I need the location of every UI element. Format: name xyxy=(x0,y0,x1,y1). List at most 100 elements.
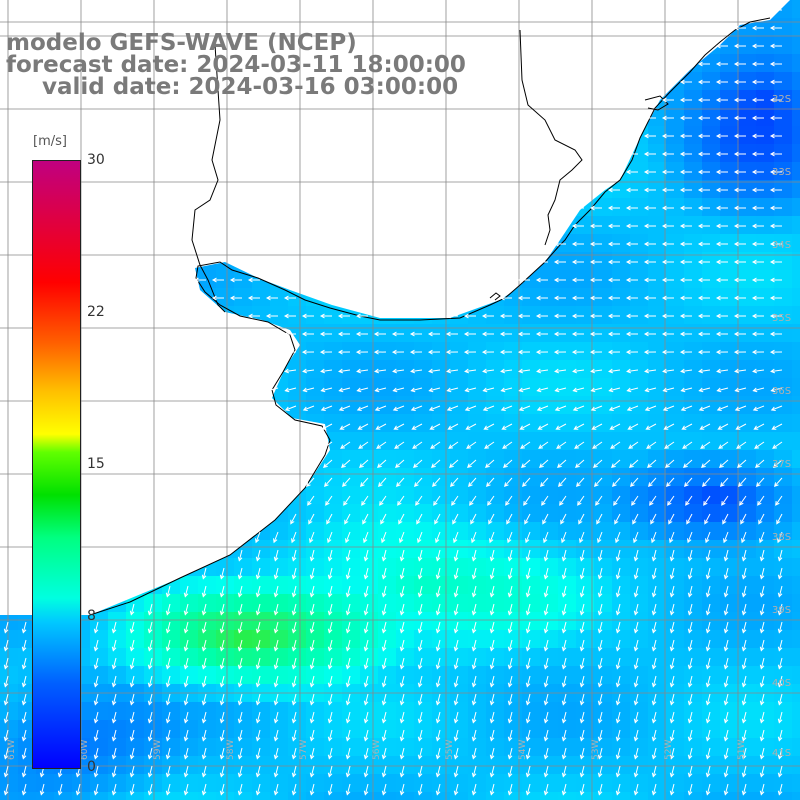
wind-arrow xyxy=(741,585,747,598)
wind-arrow xyxy=(201,675,207,688)
wind-speed-cell xyxy=(504,594,523,613)
wind-speed-cell xyxy=(558,450,577,469)
wind-arrow xyxy=(433,495,441,506)
wind-arrow xyxy=(537,423,549,430)
wind-speed-cell xyxy=(234,666,253,685)
wind-arrow xyxy=(518,387,531,393)
wind-speed-cell xyxy=(126,630,145,649)
wind-speed-cell xyxy=(450,360,469,379)
wind-arrow xyxy=(445,313,458,319)
wind-arrow xyxy=(453,549,459,562)
wind-arrow xyxy=(553,259,566,265)
wind-speed-cell xyxy=(738,396,757,415)
wind-arrow xyxy=(507,747,513,760)
wind-speed-cell xyxy=(684,756,703,775)
wind-arrow xyxy=(661,169,674,175)
wind-speed-cell xyxy=(648,306,667,325)
wind-arrow xyxy=(507,729,513,742)
wind-speed-cell xyxy=(720,378,739,397)
wind-speed-cell xyxy=(738,648,757,667)
wind-arrow xyxy=(302,405,315,411)
wind-arrow xyxy=(643,151,656,157)
wind-speed-cell xyxy=(612,576,631,595)
wind-speed-cell xyxy=(702,504,721,523)
wind-arrow xyxy=(505,495,513,506)
wind-arrow xyxy=(733,79,746,85)
wind-arrow xyxy=(489,531,495,544)
wind-arrow xyxy=(679,349,693,355)
wind-speed-cell xyxy=(270,288,289,307)
wind-arrow xyxy=(381,783,387,796)
wind-arrow xyxy=(291,603,297,616)
wind-arrow xyxy=(381,549,387,562)
wind-speed-cell xyxy=(162,738,181,757)
wind-arrow xyxy=(664,441,675,449)
wind-speed-cell xyxy=(54,774,73,793)
wind-speed-cell xyxy=(360,432,379,451)
wind-speed-cell xyxy=(630,450,649,469)
wind-speed-cell xyxy=(702,756,721,775)
wind-arrow xyxy=(614,513,621,525)
wind-arrow xyxy=(129,747,135,760)
wind-arrow xyxy=(417,531,423,544)
wind-arrow xyxy=(345,585,351,598)
wind-speed-cell xyxy=(630,630,649,649)
wind-arrow xyxy=(453,711,459,724)
wind-speed-cell xyxy=(342,360,361,379)
wind-speed-cell xyxy=(270,306,289,325)
wind-speed-cell xyxy=(468,612,487,631)
wind-speed-cell xyxy=(486,612,505,631)
wind-arrow xyxy=(595,495,603,506)
wind-arrow xyxy=(291,747,297,760)
wind-arrow xyxy=(679,313,692,319)
wind-speed-cell xyxy=(630,774,649,793)
wind-speed-cell xyxy=(540,396,559,415)
wind-speed-cell xyxy=(270,666,289,685)
wind-arrow xyxy=(502,459,513,468)
wind-speed-cell xyxy=(702,540,721,559)
wind-arrow xyxy=(211,295,224,301)
wind-arrow xyxy=(734,387,747,393)
wind-speed-cell xyxy=(288,720,307,739)
wind-arrow xyxy=(237,639,243,652)
wind-arrow xyxy=(615,711,621,724)
wind-speed-cell xyxy=(504,720,523,739)
wind-speed-cell xyxy=(702,72,721,91)
wind-arrow xyxy=(518,405,531,411)
wind-speed-cell xyxy=(666,288,685,307)
wind-speed-cell xyxy=(486,540,505,559)
wind-arrow xyxy=(741,783,747,796)
latitude-label: 35S xyxy=(772,313,791,324)
wind-speed-cell xyxy=(594,216,613,235)
wind-speed-cell xyxy=(576,288,595,307)
wind-arrow xyxy=(615,675,621,688)
wind-arrow xyxy=(111,729,117,742)
wind-speed-cell xyxy=(720,54,739,73)
wind-speed-cell xyxy=(756,342,775,361)
wind-speed-cell xyxy=(0,612,19,631)
wind-speed-cell xyxy=(612,252,631,271)
wind-speed-cell xyxy=(756,378,775,397)
longitude-label: 57W xyxy=(299,740,309,760)
wind-arrow xyxy=(697,115,710,121)
wind-arrow xyxy=(607,223,620,229)
wind-arrow xyxy=(165,747,171,760)
wind-arrow xyxy=(499,331,512,337)
wind-arrow xyxy=(687,531,693,544)
wind-speed-cell xyxy=(216,684,235,703)
wind-speed-cell xyxy=(648,162,667,181)
wind-arrow xyxy=(93,711,99,724)
wind-arrow xyxy=(626,368,639,374)
wind-speed-cell xyxy=(666,738,685,757)
wind-arrow xyxy=(555,423,567,430)
wind-arrow xyxy=(201,585,207,598)
wind-arrow xyxy=(237,765,243,778)
wind-arrow xyxy=(75,783,81,796)
wind-speed-cell xyxy=(648,738,667,757)
wind-speed-cell xyxy=(558,414,577,433)
wind-speed-cell xyxy=(522,774,541,793)
wind-speed-cell xyxy=(126,648,145,667)
wind-arrow xyxy=(705,693,711,706)
wind-arrow xyxy=(751,349,765,355)
